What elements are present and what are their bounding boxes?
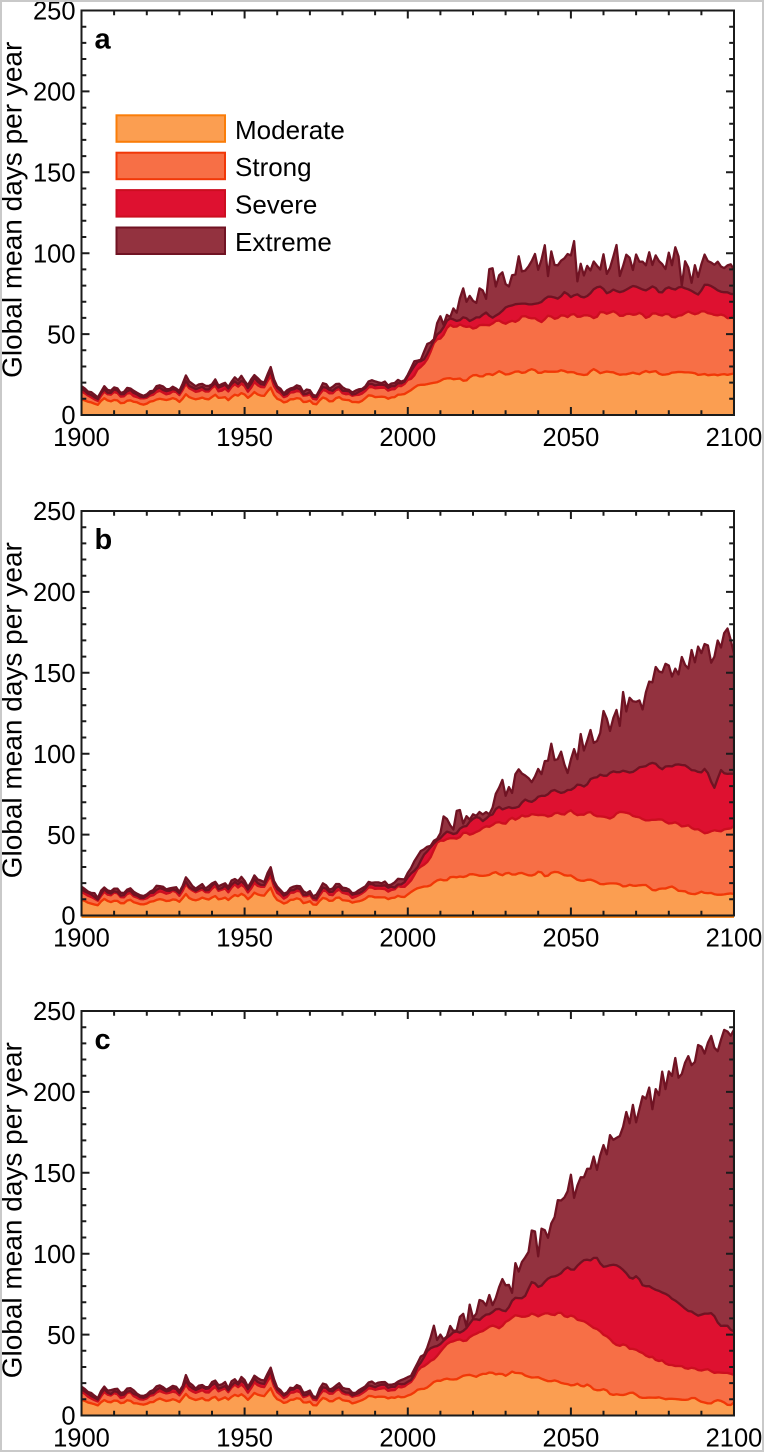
- svg-text:1950: 1950: [216, 1425, 273, 1452]
- svg-text:2000: 2000: [379, 925, 436, 953]
- svg-text:1900: 1900: [53, 424, 110, 452]
- svg-text:200: 200: [33, 579, 76, 607]
- svg-text:b: b: [95, 524, 113, 556]
- svg-text:2100: 2100: [706, 925, 763, 953]
- svg-text:1900: 1900: [53, 1425, 110, 1452]
- svg-text:250: 250: [33, 498, 76, 526]
- svg-text:2050: 2050: [543, 925, 600, 953]
- svg-text:2050: 2050: [543, 424, 600, 452]
- svg-text:1900: 1900: [53, 925, 110, 953]
- svg-text:Global mean days per year: Global mean days per year: [0, 42, 28, 378]
- svg-text:2100: 2100: [706, 1425, 763, 1452]
- svg-text:200: 200: [33, 1079, 76, 1107]
- svg-text:Moderate: Moderate: [235, 115, 345, 145]
- svg-text:a: a: [95, 24, 112, 56]
- svg-text:Severe: Severe: [235, 190, 317, 220]
- svg-text:50: 50: [47, 822, 75, 850]
- svg-text:0: 0: [61, 1403, 75, 1431]
- svg-text:Global mean days per year: Global mean days per year: [0, 1042, 28, 1378]
- svg-text:150: 150: [33, 160, 76, 188]
- svg-text:150: 150: [33, 660, 76, 688]
- svg-text:150: 150: [33, 1160, 76, 1188]
- svg-text:0: 0: [61, 402, 75, 430]
- svg-text:2000: 2000: [379, 1425, 436, 1452]
- svg-text:Extreme: Extreme: [235, 227, 332, 257]
- svg-text:50: 50: [47, 321, 75, 349]
- svg-text:2050: 2050: [543, 1425, 600, 1452]
- svg-text:1950: 1950: [216, 925, 273, 953]
- svg-text:200: 200: [33, 79, 76, 107]
- svg-text:1950: 1950: [216, 424, 273, 452]
- svg-text:2100: 2100: [706, 424, 763, 452]
- svg-text:2000: 2000: [379, 424, 436, 452]
- svg-text:100: 100: [33, 1241, 76, 1269]
- svg-text:Global mean days per year: Global mean days per year: [0, 542, 28, 878]
- svg-text:Strong: Strong: [235, 152, 312, 182]
- svg-text:250: 250: [33, 998, 76, 1026]
- svg-text:0: 0: [61, 903, 75, 931]
- svg-text:50: 50: [47, 1322, 75, 1350]
- svg-text:c: c: [95, 1024, 111, 1056]
- svg-text:100: 100: [33, 240, 76, 268]
- svg-text:250: 250: [33, 0, 76, 26]
- svg-text:100: 100: [33, 741, 76, 769]
